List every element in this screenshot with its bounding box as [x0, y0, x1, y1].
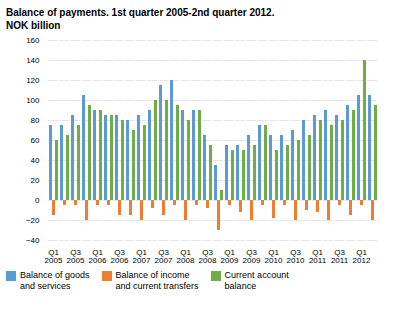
svg-text:Q32007: Q32007: [155, 248, 173, 265]
svg-text:Q32009: Q32009: [243, 248, 261, 265]
html-text:NOK billion: NOK billion: [6, 20, 61, 31]
svg-text:120: 120: [26, 76, 40, 85]
html-text:Current account balance: Current account balance: [224, 270, 289, 291]
svg-text:Q32008: Q32008: [199, 248, 217, 265]
svg-text:160: 160: [26, 36, 40, 45]
svg-text:Q12006: Q12006: [89, 248, 107, 265]
svg-text:Q12009: Q12009: [221, 248, 239, 265]
svg-text:140: 140: [26, 56, 40, 65]
svg-text:80: 80: [31, 116, 40, 125]
svg-text:Q32011: Q32011: [331, 248, 349, 265]
svg-text:Q12008: Q12008: [177, 248, 195, 265]
svg-text:Q32006: Q32006: [111, 248, 129, 265]
svg-text:Q12010: Q12010: [265, 248, 283, 265]
html-text:Balance of goods and services: Balance of goods and services: [20, 270, 90, 291]
svg-text:Q12011: Q12011: [309, 248, 327, 265]
svg-text:−20: −20: [26, 216, 40, 225]
svg-text:40: 40: [31, 156, 40, 165]
svg-text:Q12007: Q12007: [133, 248, 151, 265]
html-text:Balance of payments. 1st quart: Balance of payments. 1st quarter 2005-2n…: [6, 7, 275, 18]
html-text:Balance of income and current: Balance of income and current transfers: [115, 270, 199, 291]
svg-text:60: 60: [31, 136, 40, 145]
svg-text:Q32005: Q32005: [67, 248, 85, 265]
svg-text:100: 100: [26, 96, 40, 105]
svg-text:Q12005: Q12005: [45, 248, 63, 265]
svg-text:0: 0: [35, 196, 40, 205]
svg-text:−40: −40: [26, 236, 40, 245]
svg-text:20: 20: [31, 176, 40, 185]
svg-text:Q12012: Q12012: [353, 248, 371, 265]
svg-text:Q32010: Q32010: [287, 248, 305, 265]
